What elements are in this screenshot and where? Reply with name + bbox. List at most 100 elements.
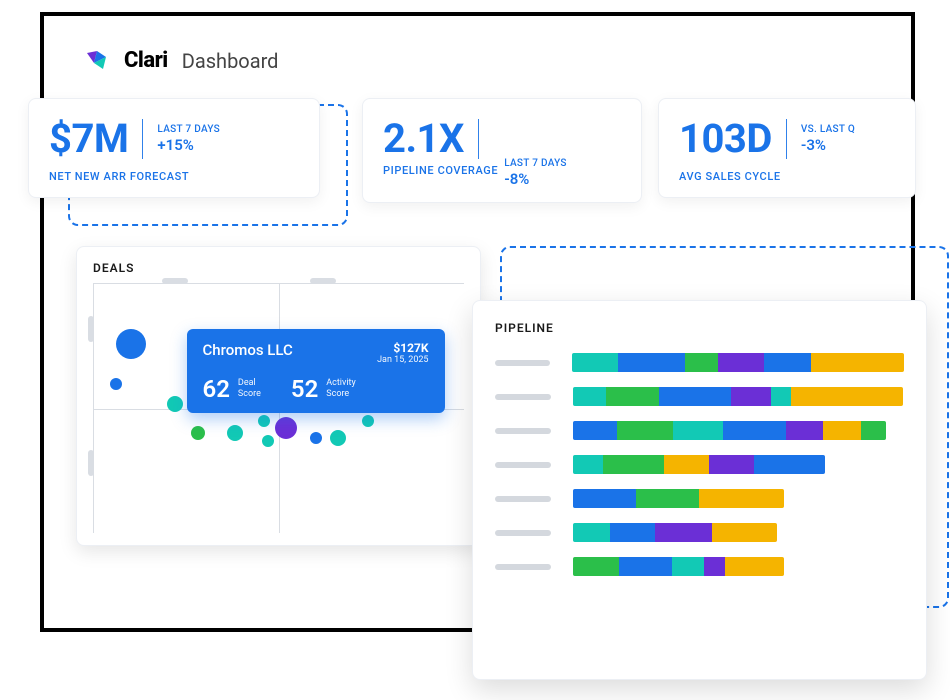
axis-handle[interactable] xyxy=(162,278,188,284)
pipeline-segment xyxy=(712,523,777,542)
kpi-delta: +15% xyxy=(157,136,220,154)
pipeline-segment xyxy=(617,421,673,440)
pipeline-segment xyxy=(699,489,783,508)
pipeline-bar xyxy=(572,353,904,372)
kpi-value: 103D xyxy=(679,115,772,162)
tooltip-amount: $127K xyxy=(377,341,428,355)
pipeline-card[interactable]: PIPELINE xyxy=(472,300,927,680)
deal-score-value: 62 xyxy=(203,375,230,403)
pipeline-segment xyxy=(573,557,619,576)
pipeline-segment xyxy=(685,353,718,372)
pipeline-segment xyxy=(754,455,824,474)
pipeline-row[interactable] xyxy=(495,557,904,576)
deal-bubble[interactable] xyxy=(116,329,146,359)
kpi-value: $7M xyxy=(49,115,128,162)
pipeline-segment xyxy=(725,557,784,576)
pipeline-segment xyxy=(610,523,655,542)
divider xyxy=(478,119,479,159)
pipeline-rows xyxy=(495,353,904,576)
kpi-card-cycle[interactable]: 103D VS. LAST Q -3% AVG SALES CYCLE xyxy=(658,98,916,198)
divider xyxy=(142,119,143,159)
pipeline-segment xyxy=(655,523,712,542)
pipeline-segment xyxy=(573,421,617,440)
pipeline-segment xyxy=(573,523,610,542)
pipeline-row-label xyxy=(495,496,551,502)
pipeline-segment xyxy=(811,353,904,372)
kpi-period: LAST 7 DAYS xyxy=(504,158,567,170)
pipeline-segment xyxy=(664,455,709,474)
pipeline-row-label xyxy=(495,530,551,536)
activity-score-label: ActivityScore xyxy=(326,378,355,400)
deal-score-label: DealScore xyxy=(238,378,261,400)
clari-logo-icon xyxy=(84,49,114,73)
kpi-card-arr[interactable]: $7M LAST 7 DAYS +15% NET NEW ARR FORECAS… xyxy=(28,98,320,198)
pipeline-bar xyxy=(573,421,886,440)
deal-bubble[interactable] xyxy=(310,432,322,444)
pipeline-segment xyxy=(731,387,771,406)
divider xyxy=(786,119,787,159)
axis-handle[interactable] xyxy=(310,278,336,284)
activity-score-value: 52 xyxy=(291,375,318,403)
pipeline-segment xyxy=(786,421,824,440)
pipeline-segment xyxy=(659,387,732,406)
pipeline-segment xyxy=(573,455,603,474)
kpi-delta: -8% xyxy=(504,170,567,188)
pipeline-row[interactable] xyxy=(495,489,904,508)
axis-handle[interactable] xyxy=(88,450,94,476)
pipeline-title: PIPELINE xyxy=(495,321,904,335)
pipeline-row[interactable] xyxy=(495,523,904,542)
pipeline-bar xyxy=(573,387,903,406)
pipeline-segment xyxy=(673,421,723,440)
brand-name: Clari xyxy=(124,48,168,73)
pipeline-row[interactable] xyxy=(495,421,904,440)
pipeline-segment xyxy=(718,353,765,372)
pipeline-segment xyxy=(791,387,903,406)
page-title: Dashboard xyxy=(182,49,279,73)
header: Clari Dashboard xyxy=(84,48,278,73)
tooltip-deal-name: Chromos LLC xyxy=(203,341,293,359)
deal-bubble[interactable] xyxy=(258,415,270,427)
pipeline-segment xyxy=(573,489,636,508)
pipeline-bar xyxy=(573,523,777,542)
pipeline-bar xyxy=(573,455,825,474)
deal-bubble[interactable] xyxy=(167,396,183,412)
pipeline-row[interactable] xyxy=(495,455,904,474)
deal-bubble[interactable] xyxy=(330,430,346,446)
deals-card[interactable]: DEALS Chromos LLC$127KJan 15, 202562Deal… xyxy=(76,246,481,546)
pipeline-bar xyxy=(573,489,784,508)
pipeline-segment xyxy=(764,353,811,372)
pipeline-row-label xyxy=(495,564,551,570)
axis-handle[interactable] xyxy=(88,316,94,342)
deals-scatter[interactable]: Chromos LLC $127KJan 15, 2025 62 DealScore 5… xyxy=(93,283,464,533)
pipeline-segment xyxy=(572,353,619,372)
tooltip-date: Jan 15, 2025 xyxy=(377,355,428,365)
deal-bubble[interactable] xyxy=(110,378,122,390)
pipeline-row-label xyxy=(495,360,550,366)
deal-bubble[interactable] xyxy=(191,426,205,440)
kpi-label: NET NEW ARR FORECAST xyxy=(49,170,301,183)
pipeline-segment xyxy=(603,455,663,474)
kpi-card-coverage[interactable]: 2.1X PIPELINE COVERAGE LAST 7 DAYS -8% xyxy=(362,98,642,203)
pipeline-segment xyxy=(861,421,886,440)
pipeline-row[interactable] xyxy=(495,353,904,372)
pipeline-segment xyxy=(636,489,699,508)
pipeline-row-label xyxy=(495,394,551,400)
pipeline-segment xyxy=(704,557,725,576)
pipeline-row[interactable] xyxy=(495,387,904,406)
pipeline-bar xyxy=(573,557,784,576)
deal-bubble[interactable] xyxy=(362,415,374,427)
pipeline-segment xyxy=(823,421,861,440)
deal-tooltip: Chromos LLC $127KJan 15, 2025 62 DealScore 5… xyxy=(187,329,445,413)
deal-bubble[interactable] xyxy=(275,417,297,439)
kpi-label: AVG SALES CYCLE xyxy=(679,170,897,183)
pipeline-segment xyxy=(619,557,672,576)
deal-bubble[interactable] xyxy=(227,425,243,441)
pipeline-segment xyxy=(672,557,704,576)
kpi-period: LAST 7 DAYS xyxy=(157,124,220,136)
deal-bubble[interactable] xyxy=(262,435,274,447)
pipeline-segment xyxy=(771,387,791,406)
kpi-period: VS. LAST Q xyxy=(801,124,855,136)
kpi-delta: -3% xyxy=(801,136,855,154)
pipeline-segment xyxy=(618,353,684,372)
pipeline-segment xyxy=(573,387,606,406)
